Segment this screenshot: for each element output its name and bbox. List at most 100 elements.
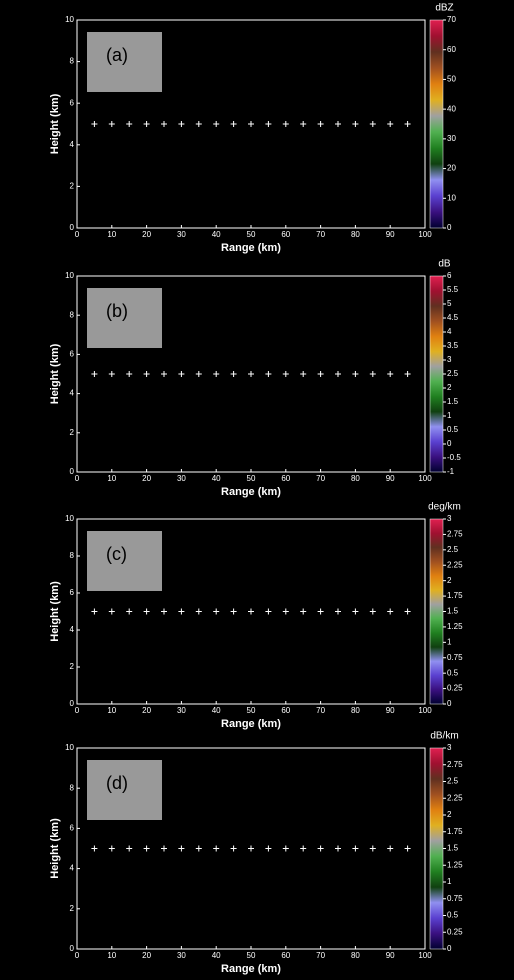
colorbar-tick-label: 2 (447, 383, 452, 392)
x-tick-label: 30 (177, 951, 186, 960)
reference-marker (126, 845, 133, 852)
colorbar-tick-label: 3 (447, 355, 452, 364)
x-tick-label: 30 (177, 474, 186, 483)
colorbar-tick-label: 0.75 (447, 894, 463, 903)
reference-marker (265, 845, 272, 852)
reference-marker (317, 608, 324, 615)
reference-marker (178, 608, 185, 615)
reference-marker (317, 371, 324, 377)
colorbar (429, 19, 444, 229)
colorbar-label: deg/km (428, 502, 461, 513)
reference-marker (213, 121, 220, 127)
colorbar-tick-label: 0.25 (447, 684, 463, 693)
x-tick-label: 20 (142, 230, 151, 239)
reference-marker (282, 121, 289, 127)
colorbar-tick-label: 2.25 (447, 560, 463, 569)
x-tick-label: 60 (281, 951, 290, 960)
x-tick-label: 90 (386, 706, 395, 715)
x-tick-label: 70 (316, 474, 325, 483)
colorbar (429, 747, 444, 950)
colorbar-tick-label: 0.5 (447, 668, 459, 677)
colorbar-tick-label: 60 (447, 45, 456, 54)
reference-marker (282, 608, 289, 615)
reference-marker (178, 845, 185, 852)
reference-marker (143, 845, 150, 852)
y-tick-label: 8 (70, 310, 75, 319)
colorbar (429, 518, 444, 705)
colorbar-tick-label: 1.25 (447, 860, 463, 869)
colorbar-tick-label: 1.75 (447, 591, 463, 600)
colorbar-label: dB/km (430, 731, 458, 742)
reference-marker (126, 371, 133, 377)
reference-marker (317, 121, 324, 127)
y-tick-label: 4 (70, 140, 75, 149)
reference-marker (300, 608, 307, 615)
x-tick-label: 60 (281, 230, 290, 239)
y-tick-label: 10 (65, 271, 74, 280)
reference-marker (265, 121, 272, 127)
colorbar-tick-label: 2 (447, 576, 452, 585)
x-tick-label: 0 (75, 230, 80, 239)
x-tick-label: 100 (418, 230, 432, 239)
reference-marker (387, 121, 394, 127)
reference-marker (91, 608, 98, 615)
reference-marker (178, 121, 185, 127)
colorbar-tick-label: 2 (447, 810, 452, 819)
reference-marker (404, 608, 411, 615)
x-tick-label: 100 (418, 706, 432, 715)
colorbar-tick-label: 3 (447, 743, 452, 752)
reference-marker (161, 371, 167, 377)
y-tick-label: 2 (70, 428, 75, 437)
reference-marker (248, 608, 254, 615)
x-tick-label: 90 (386, 951, 395, 960)
colorbar-tick-label: -0.5 (447, 453, 461, 462)
colorbar-tick-label: 0 (447, 223, 452, 232)
reference-marker (161, 121, 167, 127)
x-tick-label: 40 (212, 951, 221, 960)
colorbar-tick-label: 2.5 (447, 369, 459, 378)
colorbar-tick-label: 2.5 (447, 777, 459, 786)
reference-marker (91, 371, 98, 377)
x-tick-label: 80 (351, 951, 360, 960)
colorbar-tick-label: 1 (447, 411, 452, 420)
reference-marker (108, 121, 115, 127)
colorbar (429, 275, 444, 473)
y-tick-label: 8 (70, 551, 75, 560)
reference-marker (230, 371, 237, 377)
reference-marker (352, 608, 359, 615)
reference-marker (213, 608, 220, 615)
panel-label-box (87, 760, 162, 820)
reference-marker (178, 371, 185, 377)
reference-marker (248, 121, 254, 127)
reference-marker (91, 121, 98, 127)
colorbar-tick-label: 5 (447, 299, 452, 308)
reference-marker (282, 371, 289, 377)
reference-marker (404, 371, 411, 377)
y-tick-label: 4 (70, 389, 75, 398)
reference-marker (108, 371, 115, 377)
x-axis-label: Range (km) (221, 718, 281, 730)
x-tick-label: 50 (247, 474, 256, 483)
x-tick-label: 20 (142, 951, 151, 960)
reference-marker (195, 608, 202, 615)
reference-marker (335, 608, 341, 615)
colorbar-tick-label: 0.75 (447, 653, 463, 662)
colorbar-tick-label: 1.5 (447, 607, 459, 616)
colorbar-tick-label: 2.75 (447, 530, 463, 539)
reference-marker (126, 121, 133, 127)
reference-marker (195, 371, 202, 377)
reference-marker (195, 845, 202, 852)
y-axis-label: Height (km) (49, 93, 61, 154)
reference-marker (352, 845, 359, 852)
colorbar-tick-label: 10 (447, 193, 456, 202)
x-tick-label: 70 (316, 230, 325, 239)
y-axis-label: Height (km) (49, 818, 61, 879)
reference-marker (248, 371, 254, 377)
y-tick-label: 6 (70, 588, 75, 597)
reference-marker (91, 845, 98, 852)
x-tick-label: 30 (177, 230, 186, 239)
x-tick-label: 40 (212, 230, 221, 239)
y-tick-label: 6 (70, 98, 75, 107)
